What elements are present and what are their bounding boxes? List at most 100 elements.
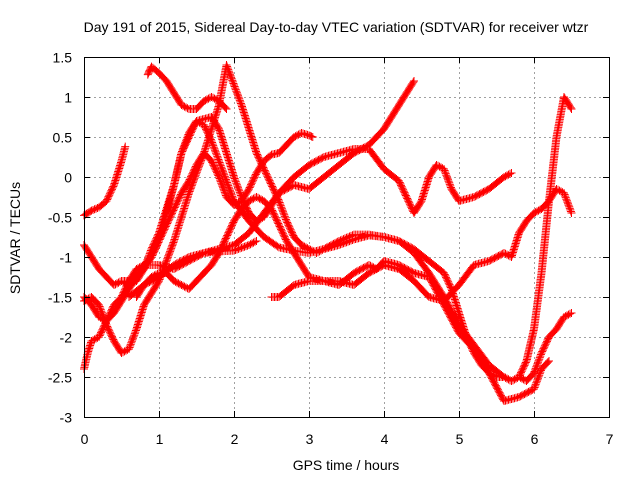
data-point	[248, 188, 250, 190]
tick-layer	[84, 57, 610, 418]
data-point	[570, 212, 573, 214]
data-point	[195, 120, 198, 122]
data-point	[398, 264, 400, 266]
data-point	[113, 184, 115, 186]
data-point	[413, 80, 415, 82]
data-point	[458, 324, 460, 326]
data-point	[263, 160, 265, 162]
data-point	[173, 240, 175, 242]
data-point	[533, 372, 535, 374]
data-point	[548, 336, 550, 338]
y-tick-label: 1.5	[53, 50, 73, 66]
data-point	[150, 276, 153, 278]
y-tick-label: -2.5	[48, 370, 72, 386]
data-point	[495, 376, 498, 378]
data-point	[248, 232, 250, 234]
data-point	[240, 208, 243, 210]
data-point	[338, 244, 340, 246]
data-point	[368, 272, 370, 274]
data-point	[218, 104, 220, 106]
data-point	[143, 264, 145, 266]
data-point	[518, 232, 520, 234]
data-point	[248, 220, 250, 222]
data-point	[278, 224, 280, 226]
data-point	[443, 168, 445, 170]
data-point	[188, 256, 190, 258]
data-point	[165, 80, 168, 82]
data-point	[188, 192, 190, 194]
data-point	[270, 184, 273, 186]
data-point	[98, 304, 100, 306]
y-axis-label: SDTVAR / TECUs	[7, 182, 23, 294]
data-point	[368, 234, 370, 237]
data-point	[503, 400, 505, 402]
y-tick-label: -3	[60, 410, 73, 426]
data-point	[188, 288, 190, 290]
data-point	[218, 252, 220, 254]
data-point	[120, 160, 123, 162]
data-point	[338, 152, 340, 154]
data-point	[428, 176, 430, 178]
data-point	[263, 200, 265, 202]
data-point	[180, 192, 183, 194]
data-point	[443, 304, 445, 306]
data-point	[308, 134, 310, 137]
data-point	[420, 200, 423, 202]
data-point	[128, 280, 130, 282]
data-point	[90, 209, 93, 212]
data-point	[255, 152, 258, 154]
data-point	[510, 256, 513, 258]
data-point	[540, 368, 543, 370]
data-point	[510, 172, 513, 174]
data-point	[165, 224, 168, 226]
data-point	[353, 148, 355, 150]
data-point	[270, 296, 273, 298]
data-point	[165, 272, 168, 274]
data-point	[270, 153, 273, 156]
data-point	[225, 64, 228, 66]
series-3	[80, 61, 576, 385]
data-point	[563, 96, 565, 98]
data-point	[240, 200, 243, 202]
data-point	[458, 284, 460, 286]
data-point	[503, 176, 505, 178]
data-point	[98, 268, 100, 270]
data-point	[98, 206, 100, 209]
data-point	[165, 212, 168, 214]
series-markers	[80, 61, 576, 385]
data-point	[293, 284, 295, 286]
data-point	[293, 136, 295, 138]
data-point	[210, 264, 213, 266]
data-point	[458, 200, 460, 202]
series-markers	[80, 142, 130, 220]
data-point	[203, 100, 205, 102]
x-tick-label: 7	[606, 431, 614, 447]
data-point	[98, 336, 100, 338]
series-0	[80, 142, 130, 220]
data-point	[248, 128, 250, 130]
data-point	[473, 348, 475, 350]
data-point	[158, 272, 160, 274]
grid-layer	[84, 57, 609, 417]
label-layer: 0 1 2 3 4 5 6 7 -3 -2.5 -2 -1.5 -1 -0.5 0 0.5 1 1.5	[48, 50, 614, 448]
data-point	[488, 260, 490, 262]
data-point	[383, 168, 385, 170]
data-point	[518, 396, 520, 398]
data-point	[323, 280, 325, 282]
data-point	[233, 84, 235, 86]
data-point	[135, 328, 138, 330]
data-point	[398, 104, 400, 106]
data-point	[278, 246, 280, 249]
data-point	[353, 284, 355, 286]
data-point	[188, 108, 190, 110]
data-point	[525, 380, 528, 382]
data-point	[90, 296, 93, 298]
data-point	[413, 272, 415, 274]
data-point	[353, 233, 355, 236]
data-point	[225, 236, 228, 238]
data-point	[173, 92, 175, 94]
data-point	[263, 212, 265, 214]
series-1	[143, 62, 231, 113]
data-point	[248, 200, 250, 202]
data-point	[293, 252, 295, 254]
